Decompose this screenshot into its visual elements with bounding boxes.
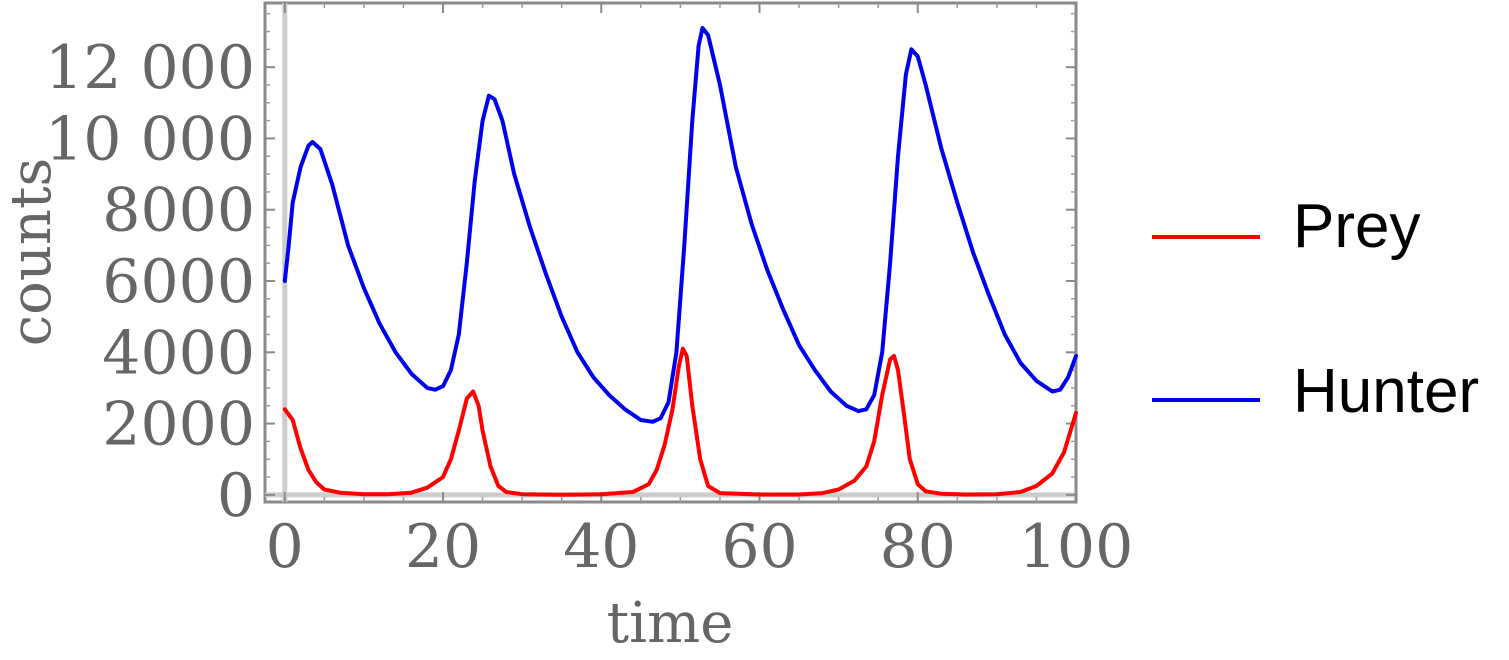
plot-frame	[263, 1, 1078, 504]
y-tick-label: 8000	[102, 176, 255, 246]
minor-ticks	[265, 3, 1076, 502]
x-tick-label: 100	[1019, 512, 1134, 582]
x-tick-label: 80	[880, 512, 956, 582]
y-tick-label: 2000	[102, 390, 255, 460]
y-tick-label: 12 000	[45, 33, 255, 103]
x-tick-label: 20	[405, 512, 481, 582]
x-tick-labels: 0 20 40 60 80 100	[266, 512, 1134, 582]
x-tick-label: 60	[721, 512, 797, 582]
x-tick-label: 0	[266, 512, 304, 582]
legend-label-hunter: Hunter	[1293, 357, 1479, 426]
y-axis-title: counts	[0, 158, 64, 346]
series-line-hunter	[282, 26, 1078, 424]
legend-label-prey: Prey	[1293, 192, 1420, 261]
y-tick-label: 4000	[102, 318, 255, 388]
legend: Prey Hunter	[1152, 192, 1479, 426]
series-layer	[282, 26, 1078, 497]
y-tick-label: 10 000	[45, 104, 255, 174]
y-tick-label: 0	[217, 461, 255, 531]
major-ticks	[265, 3, 1077, 502]
x-axis-title: time	[607, 591, 734, 656]
y-tick-label: 6000	[102, 247, 255, 317]
series-line-prey	[282, 346, 1078, 497]
x-tick-label: 40	[563, 512, 639, 582]
